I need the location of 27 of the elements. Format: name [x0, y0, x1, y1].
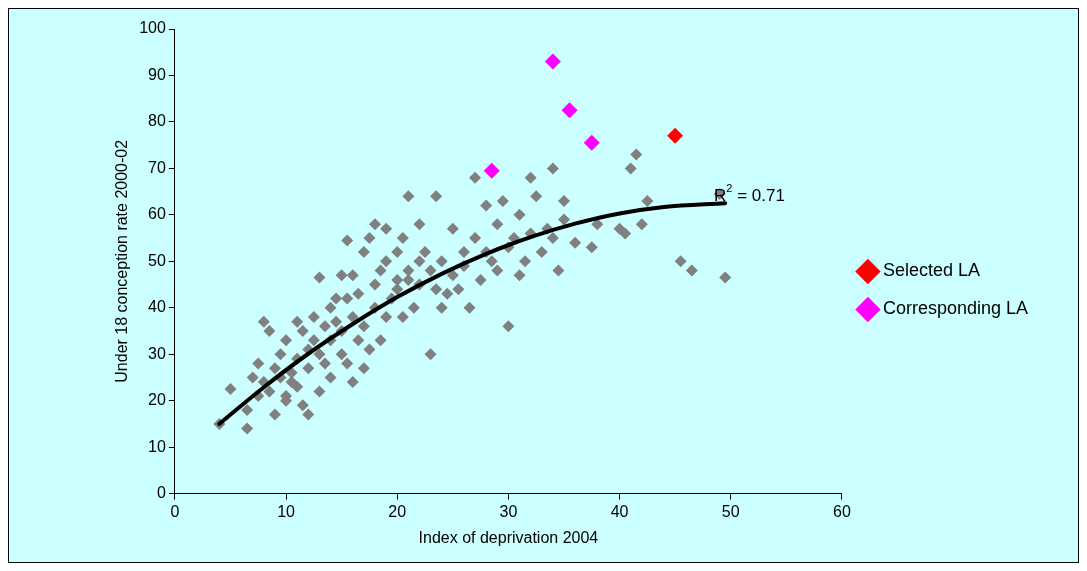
point	[483, 162, 500, 179]
x-tick-label: 50	[721, 502, 740, 520]
y-tick-label: 90	[148, 65, 166, 83]
x-tick-label: 60	[833, 502, 851, 520]
point	[561, 102, 578, 119]
y-tick-label: 60	[148, 205, 166, 223]
legend-label: Selected LA	[882, 260, 980, 281]
y-tick-label: 50	[148, 251, 166, 269]
y-tick-label: 40	[148, 298, 166, 316]
y-tick-label: 80	[148, 112, 166, 130]
point	[544, 53, 561, 70]
legend-label: Corresponding LA	[882, 298, 1028, 319]
y-tick-label: 10	[148, 437, 166, 455]
y-axis-title: Under 18 conception rate 2000-02	[113, 139, 131, 383]
x-tick-label: 20	[388, 502, 407, 520]
y-tick-label: 30	[148, 344, 166, 362]
y-tick-label: 20	[148, 391, 166, 409]
point	[583, 134, 600, 151]
x-tick-label: 0	[170, 502, 180, 520]
x-tick-label: 30	[499, 502, 518, 520]
x-axis-title: Index of deprivation 2004	[418, 528, 599, 546]
x-tick-label: 40	[610, 502, 629, 520]
x-tick-label: 10	[277, 502, 296, 520]
y-tick-label: 70	[148, 158, 166, 176]
y-tick-label: 100	[139, 19, 166, 37]
y-tick-label: 0	[156, 484, 166, 502]
point	[667, 127, 684, 144]
